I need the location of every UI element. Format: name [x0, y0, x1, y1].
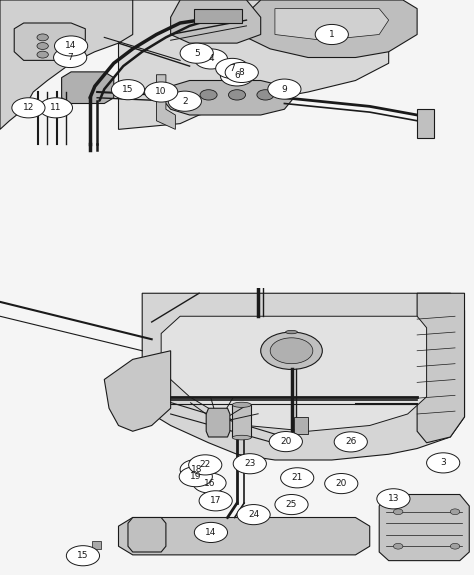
Text: 14: 14 — [65, 41, 77, 51]
Text: 5: 5 — [194, 49, 200, 58]
Circle shape — [270, 338, 313, 364]
Polygon shape — [161, 81, 294, 115]
Polygon shape — [171, 0, 261, 43]
Text: 4: 4 — [208, 55, 214, 63]
Circle shape — [233, 454, 266, 474]
Polygon shape — [142, 293, 465, 460]
Bar — [232, 405, 251, 437]
Circle shape — [179, 467, 212, 486]
Circle shape — [12, 98, 45, 118]
Circle shape — [55, 36, 88, 56]
Text: 21: 21 — [292, 473, 303, 482]
Text: 9: 9 — [282, 85, 287, 94]
Ellipse shape — [285, 330, 298, 333]
Polygon shape — [161, 316, 427, 431]
Circle shape — [39, 98, 73, 118]
Bar — [417, 109, 434, 138]
Circle shape — [377, 489, 410, 509]
Circle shape — [450, 509, 460, 515]
Polygon shape — [379, 494, 469, 561]
Text: 15: 15 — [77, 551, 89, 560]
Circle shape — [66, 546, 100, 566]
Circle shape — [200, 90, 217, 100]
Text: 15: 15 — [122, 85, 134, 94]
Text: 18: 18 — [191, 465, 202, 474]
Circle shape — [194, 49, 228, 69]
Text: 10: 10 — [155, 87, 167, 97]
Circle shape — [225, 62, 258, 82]
Circle shape — [315, 24, 348, 45]
Circle shape — [450, 543, 460, 549]
Text: 8: 8 — [239, 68, 245, 77]
Text: 12: 12 — [23, 104, 34, 112]
Text: 11: 11 — [50, 104, 62, 112]
Circle shape — [216, 58, 249, 78]
Polygon shape — [417, 293, 465, 443]
Text: 22: 22 — [200, 461, 211, 469]
Circle shape — [189, 455, 222, 475]
Text: 13: 13 — [388, 494, 399, 503]
Text: 17: 17 — [210, 496, 221, 505]
Circle shape — [54, 48, 87, 67]
Circle shape — [111, 80, 145, 100]
Polygon shape — [275, 9, 389, 40]
Text: 16: 16 — [204, 478, 215, 488]
Circle shape — [194, 522, 228, 543]
Circle shape — [393, 509, 403, 515]
Circle shape — [261, 332, 322, 369]
Polygon shape — [206, 408, 230, 437]
Text: 20: 20 — [280, 437, 292, 446]
Text: 7: 7 — [229, 64, 235, 73]
Text: 23: 23 — [244, 459, 255, 468]
Polygon shape — [0, 0, 133, 129]
Circle shape — [269, 431, 302, 452]
Text: 2: 2 — [182, 97, 188, 106]
Ellipse shape — [232, 402, 251, 407]
Circle shape — [228, 90, 246, 100]
Circle shape — [168, 91, 201, 112]
Polygon shape — [118, 518, 370, 555]
Circle shape — [37, 51, 48, 58]
Text: 3: 3 — [440, 458, 446, 467]
Text: 20: 20 — [336, 479, 347, 488]
Circle shape — [281, 468, 314, 488]
Polygon shape — [118, 0, 389, 129]
Text: 7: 7 — [67, 53, 73, 62]
Bar — [194, 9, 242, 23]
Text: 19: 19 — [190, 472, 201, 481]
Circle shape — [427, 453, 460, 473]
Polygon shape — [14, 23, 85, 60]
Polygon shape — [156, 75, 175, 129]
Ellipse shape — [232, 435, 251, 440]
Bar — [92, 541, 101, 549]
Text: 6: 6 — [234, 71, 240, 80]
Circle shape — [275, 494, 308, 515]
Circle shape — [37, 43, 48, 49]
Text: 24: 24 — [248, 510, 259, 519]
Circle shape — [268, 79, 301, 99]
Polygon shape — [128, 518, 166, 552]
Circle shape — [193, 473, 226, 493]
Text: 14: 14 — [205, 528, 217, 537]
Circle shape — [393, 543, 403, 549]
Circle shape — [220, 66, 254, 86]
Text: 1: 1 — [329, 30, 335, 39]
Circle shape — [180, 43, 213, 63]
Circle shape — [145, 82, 178, 102]
Circle shape — [325, 474, 358, 493]
Bar — [294, 417, 308, 434]
Circle shape — [237, 505, 270, 524]
Circle shape — [334, 432, 367, 452]
Circle shape — [199, 490, 232, 511]
Circle shape — [37, 34, 48, 41]
Circle shape — [257, 90, 274, 100]
Polygon shape — [104, 351, 171, 431]
Circle shape — [180, 459, 213, 480]
Polygon shape — [237, 0, 417, 58]
Text: 25: 25 — [286, 500, 297, 509]
Polygon shape — [62, 72, 114, 104]
Text: 26: 26 — [345, 438, 356, 446]
